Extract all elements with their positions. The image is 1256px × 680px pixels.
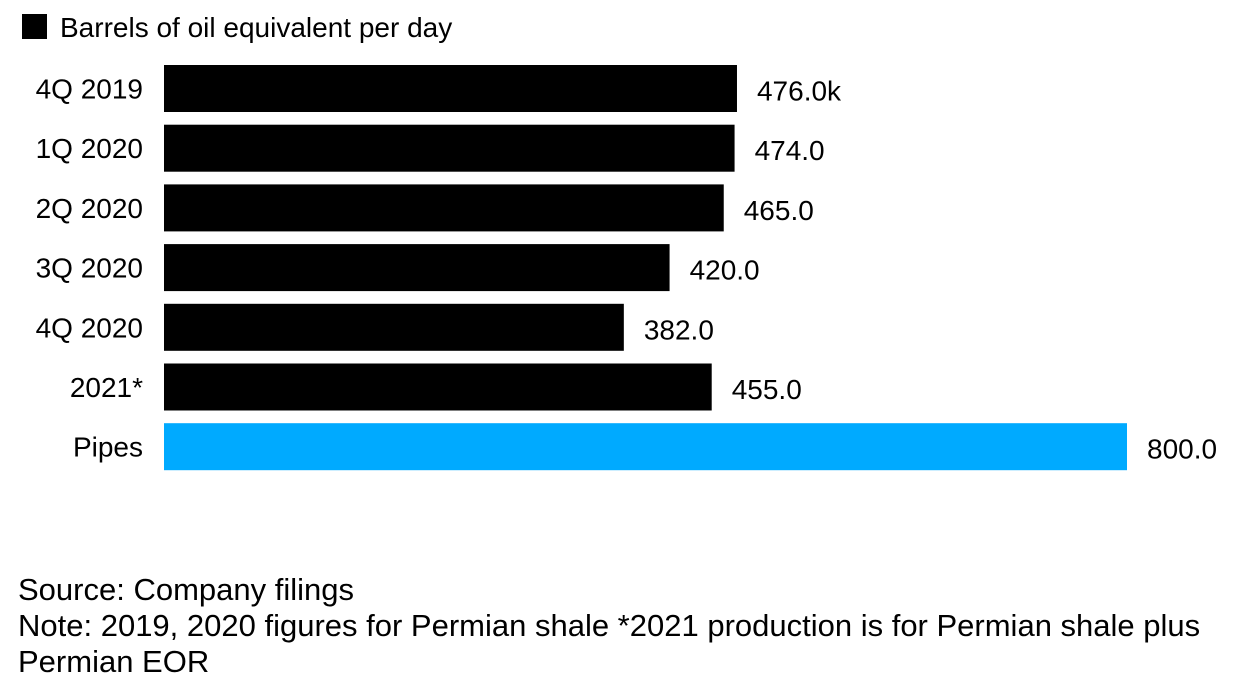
value-label: 382.0 — [644, 314, 714, 345]
chart-legend: Barrels of oil equivalent per day — [22, 12, 452, 43]
value-label: 474.0 — [755, 135, 825, 166]
source-note: Source: Company filings — [18, 572, 354, 607]
bar-chart: Barrels of oil equivalent per day 4Q 201… — [22, 12, 1217, 471]
bars-group: 4Q 2019 476.0k 1Q 2020 474.0 2Q 2020 465.0 3Q … — [36, 65, 1217, 471]
footnote: Note: 2019, 2020 figures for Permian sha… — [18, 608, 1201, 679]
bar — [164, 423, 1127, 471]
bar — [164, 244, 670, 292]
value-label: 465.0 — [744, 195, 814, 226]
category-label: 4Q 2019 — [36, 74, 143, 105]
category-label: 3Q 2020 — [36, 253, 143, 284]
value-label: 800.0 — [1147, 434, 1217, 465]
category-label: 2Q 2020 — [36, 193, 143, 224]
value-label: 476.0k — [757, 76, 842, 107]
bar — [164, 124, 735, 172]
bar — [164, 184, 724, 232]
bar — [164, 65, 737, 112]
category-label: Pipes — [73, 432, 143, 463]
bar — [164, 363, 712, 411]
legend-label: Barrels of oil equivalent per day — [60, 12, 452, 43]
chart-footer: Source: Company filings Note: 2019, 2020… — [18, 572, 1248, 680]
bar — [164, 303, 624, 351]
category-label: 2021* — [70, 372, 143, 403]
value-label: 455.0 — [732, 374, 802, 405]
category-label: 1Q 2020 — [36, 133, 143, 164]
category-label: 4Q 2020 — [36, 312, 143, 343]
legend-swatch — [22, 14, 47, 39]
value-label: 420.0 — [690, 255, 760, 286]
